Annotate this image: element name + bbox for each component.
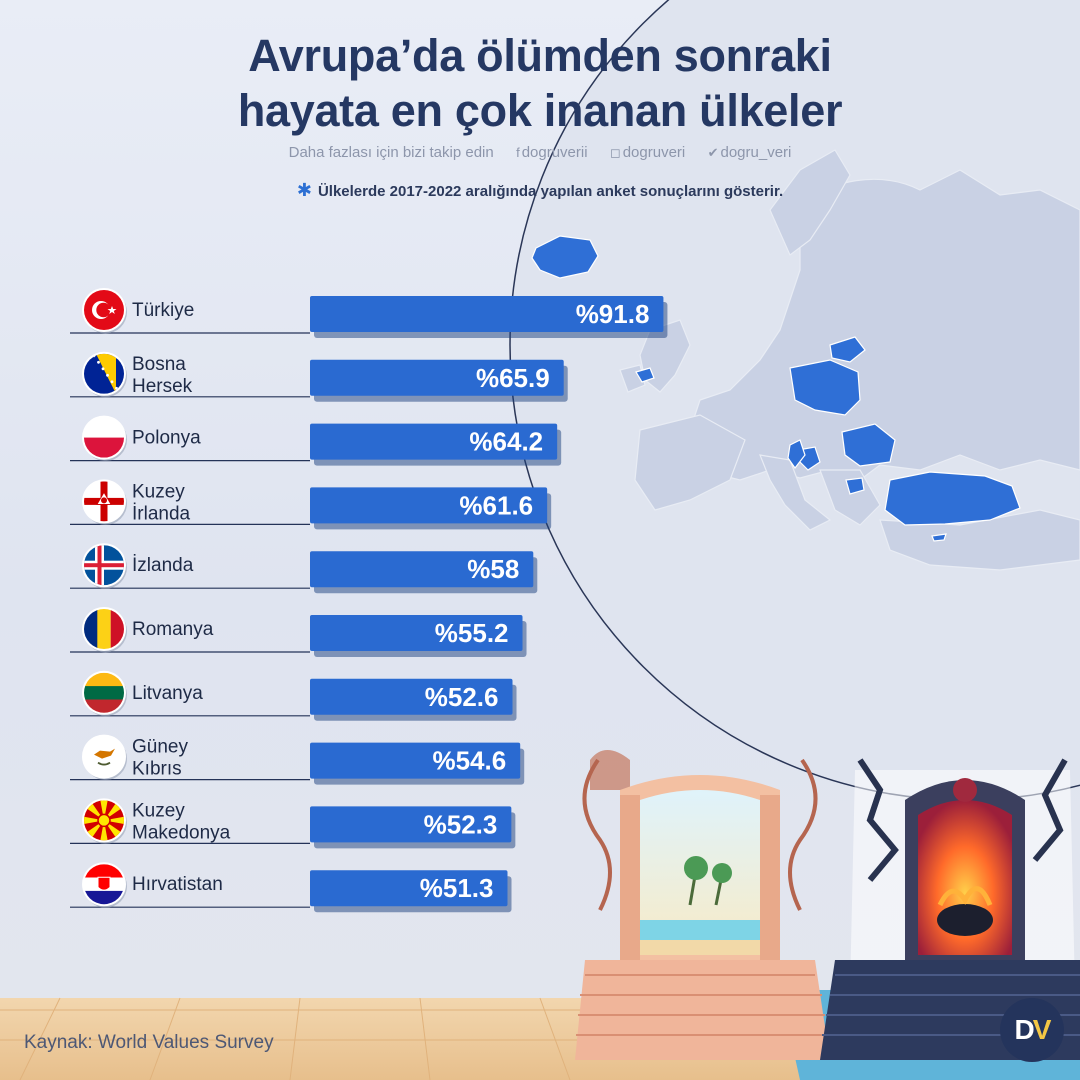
survey-note-text: Ülkelerde 2017-2022 aralığında yapılan a… [317,183,784,200]
category-label: Kuzey İrlanda [132,481,191,524]
twitter-icon: ✔ [707,145,719,160]
cyprus-flag-icon [84,736,124,777]
category-label: Kuzey Makedonya [132,800,231,843]
page-title: Avrupa’da ölümden sonraki hayata en çok … [0,28,1080,138]
value-label: %51.3 [420,873,494,903]
bar [310,359,564,396]
survey-note: ✱ Ülkelerde 2017-2022 aralığında yapılan … [0,180,1080,201]
chart-row: İzlanda %58 [70,543,538,594]
lithuania-flag-icon [84,672,124,713]
iceland-flag-icon [84,545,124,586]
northern-ireland-flag-icon [84,481,124,522]
chart-row: Litvanya %52.6 [70,670,517,721]
social-links: Daha fazlası için bizi takip edin f dogru… [0,144,1080,161]
category-label: İzlanda [132,555,194,576]
bar [310,551,534,588]
category-label: Güney Kıbrıs [132,737,188,780]
category-label: Litvanya [132,683,203,704]
chart-row: Romanya %55.2 [70,607,527,657]
follow-text: Daha fazlası için bizi takip edin [288,144,494,161]
category-label: Türkiye [132,300,194,321]
value-label: %52.6 [425,682,499,712]
facebook-handle[interactable]: dogruverii [521,144,588,161]
poland-flag-icon [84,417,124,458]
value-label: %64.2 [469,427,543,457]
bar [310,296,664,332]
category-label: Bosna Hersek [132,354,193,397]
title-line-1: Avrupa’da ölümden sonraki [248,30,832,81]
value-label: %61.6 [459,490,533,520]
facebook-icon: f [516,145,520,160]
value-label: %54.6 [432,746,506,776]
value-label: %55.2 [435,618,509,648]
croatia-flag-icon [84,864,124,905]
title-line-2: hayata en çok inanan ülkeler [237,85,843,136]
bar [310,615,523,651]
category-label: Romanya [132,619,214,640]
bar [310,870,508,907]
asterisk-icon: ✱ [296,180,312,200]
chart-row: Kuzey Makedonya %52.3 [70,798,516,849]
dogruveri-logo: DV [1000,998,1064,1062]
chart-row: Hırvatistan %51.3 [70,862,512,913]
turkey-flag-icon [84,290,124,330]
value-label: %91.8 [576,299,650,329]
instagram-icon: ◻ [609,145,621,160]
instagram-handle[interactable]: dogruveri [622,144,686,161]
bosnia-flag-icon [84,353,124,394]
value-label: %65.9 [476,363,550,393]
source-credit: Kaynak: World Values Survey [24,1032,274,1053]
chart-row: Türkiye %91.8 [70,288,668,338]
bar [310,678,513,715]
chart-row: Bosna Hersek %65.9 [70,351,568,402]
value-label: %58 [467,554,519,584]
bar [310,423,558,460]
twitter-handle[interactable]: dogru_veri [720,144,792,161]
bar [310,806,512,843]
chart-row: Kuzey İrlanda %61.6 [70,479,552,530]
category-label: Hırvatistan [132,874,223,895]
chart-row: Güney Kıbrıs %54.6 [70,734,525,785]
value-label: %52.3 [424,809,498,839]
chart-row: Polonya %64.2 [70,415,562,466]
category-label: Polonya [132,428,201,449]
bar [310,742,521,779]
bar [310,487,548,524]
romania-flag-icon [84,609,124,649]
